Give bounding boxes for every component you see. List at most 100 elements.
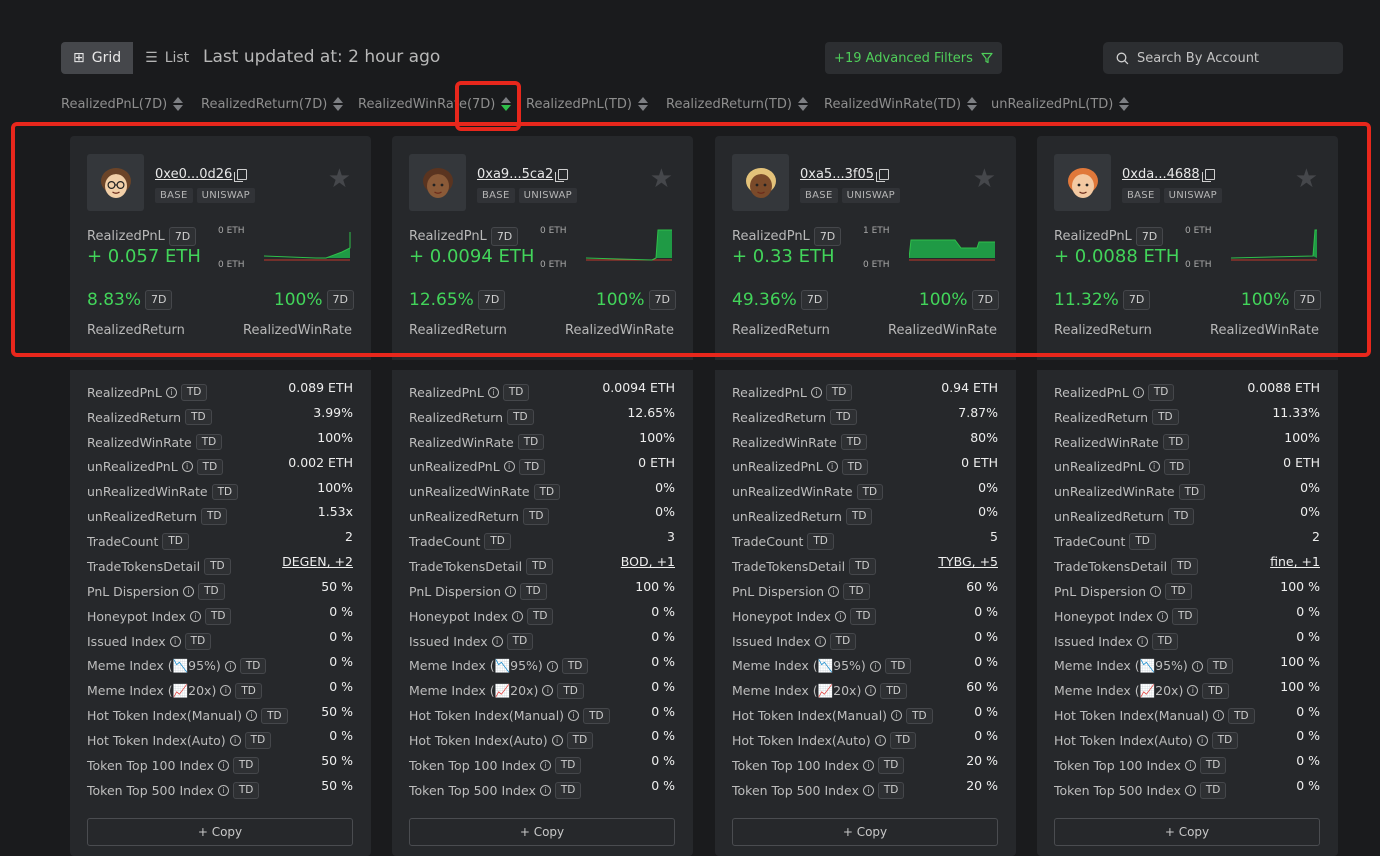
info-icon[interactable]: i bbox=[891, 710, 903, 722]
stat-row: Token Top 500 Index i TD 20 % bbox=[732, 778, 998, 803]
info-icon[interactable]: i bbox=[220, 685, 232, 697]
avatar-icon bbox=[1067, 167, 1098, 198]
info-icon[interactable]: i bbox=[1191, 660, 1203, 672]
copy-address-icon[interactable] bbox=[876, 169, 889, 182]
copy-trade-button[interactable]: + Copy bbox=[1054, 818, 1320, 846]
copy-trade-button[interactable]: + Copy bbox=[87, 818, 353, 846]
stat-value: 100 % bbox=[1280, 653, 1320, 669]
star-icon[interactable]: ★ bbox=[1294, 164, 1318, 194]
stat-row: unRealizedPnL i TD 0.002 ETH bbox=[87, 455, 353, 480]
stat-value[interactable]: TYBG, +5 bbox=[938, 554, 998, 570]
info-icon[interactable]: i bbox=[1196, 735, 1208, 747]
list-view-label: List bbox=[164, 50, 190, 66]
advanced-filters-button[interactable]: +19 Advanced Filters bbox=[825, 42, 1002, 74]
info-icon[interactable]: i bbox=[862, 785, 874, 797]
pnl-sparkline: 0 ETH 0 ETH bbox=[540, 224, 676, 270]
info-icon[interactable]: i bbox=[1187, 685, 1199, 697]
info-icon[interactable]: i bbox=[1136, 635, 1148, 647]
search-input[interactable] bbox=[1137, 50, 1337, 66]
info-icon[interactable]: i bbox=[181, 461, 193, 473]
copy-trade-button[interactable]: + Copy bbox=[732, 818, 998, 846]
stat-value[interactable]: BOD, +1 bbox=[620, 554, 675, 570]
copy-address-icon[interactable] bbox=[234, 169, 248, 182]
info-icon[interactable]: i bbox=[487, 386, 499, 398]
return-7d-wrap: 49.36% 7D bbox=[732, 290, 829, 310]
info-icon[interactable]: i bbox=[834, 610, 846, 622]
account-address-link[interactable]: 0xa9...5ca2 bbox=[477, 167, 569, 182]
info-icon[interactable]: i bbox=[165, 386, 177, 398]
info-icon[interactable]: i bbox=[539, 760, 551, 772]
star-icon[interactable]: ★ bbox=[972, 164, 996, 194]
info-icon[interactable]: i bbox=[1184, 760, 1196, 772]
stat-row: Token Top 500 Index i TD 50 % bbox=[87, 778, 353, 803]
stat-value[interactable]: fine, +1 bbox=[1270, 554, 1320, 570]
grid-view-button[interactable]: ⊞ Grid bbox=[61, 42, 134, 74]
account-address-link[interactable]: 0xa5...3f05 bbox=[800, 167, 889, 182]
info-icon[interactable]: i bbox=[874, 735, 886, 747]
stat-value: 0 % bbox=[651, 753, 675, 769]
period-badge: TD bbox=[239, 657, 267, 675]
info-icon[interactable]: i bbox=[546, 660, 558, 672]
stat-value: 0 % bbox=[974, 728, 998, 744]
info-icon[interactable]: i bbox=[511, 610, 523, 622]
info-icon[interactable]: i bbox=[568, 710, 580, 722]
info-icon[interactable]: i bbox=[505, 585, 517, 597]
realized-winrate-label: RealizedWinRate bbox=[1210, 323, 1319, 338]
star-icon[interactable]: ★ bbox=[327, 164, 351, 194]
info-icon[interactable]: i bbox=[542, 685, 554, 697]
copy-address-icon[interactable] bbox=[1201, 169, 1215, 182]
stat-row: Token Top 500 Index i TD 0 % bbox=[409, 778, 675, 803]
account-address-link[interactable]: 0xe0...0d26 bbox=[155, 167, 248, 182]
info-icon[interactable]: i bbox=[491, 635, 503, 647]
sort-unrealizedpnl-td[interactable]: unRealizedPnL(TD) bbox=[991, 93, 1130, 115]
info-icon[interactable]: i bbox=[1132, 386, 1144, 398]
info-icon[interactable]: i bbox=[503, 461, 515, 473]
info-icon[interactable]: i bbox=[862, 760, 874, 772]
info-icon[interactable]: i bbox=[189, 610, 201, 622]
dex-tag: UNISWAP bbox=[1163, 188, 1222, 203]
copy-trade-button[interactable]: + Copy bbox=[409, 818, 675, 846]
info-icon[interactable]: i bbox=[810, 386, 822, 398]
info-icon[interactable]: i bbox=[869, 660, 881, 672]
account-address-link[interactable]: 0xda...4688 bbox=[1122, 167, 1215, 182]
info-icon[interactable]: i bbox=[183, 585, 195, 597]
info-icon[interactable]: i bbox=[1213, 710, 1225, 722]
info-icon[interactable]: i bbox=[1148, 461, 1160, 473]
stat-row: Honeypot Index i TD 0 % bbox=[732, 604, 998, 629]
info-icon[interactable]: i bbox=[1156, 610, 1168, 622]
period-badge: TD bbox=[196, 458, 224, 476]
sort-label: RealizedPnL(TD) bbox=[526, 96, 632, 112]
period-badge: TD bbox=[1151, 632, 1179, 650]
star-icon[interactable]: ★ bbox=[649, 164, 673, 194]
stat-label-wrap: RealizedWinRate TD bbox=[1054, 433, 1190, 451]
sort-realizedpnl-td[interactable]: RealizedPnL(TD) bbox=[526, 93, 648, 115]
stat-label: PnL Dispersion bbox=[409, 583, 502, 599]
sort-realizedpnl-7d[interactable]: RealizedPnL(7D) bbox=[61, 93, 184, 115]
info-icon[interactable]: i bbox=[169, 635, 181, 647]
list-view-button[interactable]: ☰ List bbox=[133, 42, 201, 74]
info-icon[interactable]: i bbox=[814, 635, 826, 647]
avatar bbox=[409, 154, 466, 211]
info-icon[interactable]: i bbox=[539, 785, 551, 797]
sort-realizedreturn-td[interactable]: RealizedReturn(TD) bbox=[666, 93, 808, 115]
chain-tag: BASE bbox=[1122, 188, 1160, 203]
info-icon[interactable]: i bbox=[217, 785, 229, 797]
info-icon[interactable]: i bbox=[1150, 585, 1162, 597]
sort-realizedreturn-7d[interactable]: RealizedReturn(7D) bbox=[201, 93, 344, 115]
stat-value: 100% bbox=[317, 429, 353, 445]
sort-realizedwinrate-td[interactable]: RealizedWinRate(TD) bbox=[824, 93, 978, 115]
period-badge: TD bbox=[561, 657, 589, 675]
info-icon[interactable]: i bbox=[224, 660, 236, 672]
info-icon[interactable]: i bbox=[828, 585, 840, 597]
info-icon[interactable]: i bbox=[551, 735, 563, 747]
copy-address-icon[interactable] bbox=[555, 169, 569, 182]
info-icon[interactable]: i bbox=[826, 461, 838, 473]
sort-realizedwinrate-7d[interactable]: RealizedWinRate(7D) bbox=[358, 93, 512, 115]
info-icon[interactable]: i bbox=[229, 735, 241, 747]
stat-value[interactable]: DEGEN, +2 bbox=[282, 554, 353, 570]
info-icon[interactable]: i bbox=[246, 710, 258, 722]
info-icon[interactable]: i bbox=[217, 760, 229, 772]
info-icon[interactable]: i bbox=[1184, 785, 1196, 797]
info-icon[interactable]: i bbox=[865, 685, 877, 697]
period-badge: TD bbox=[211, 483, 239, 501]
